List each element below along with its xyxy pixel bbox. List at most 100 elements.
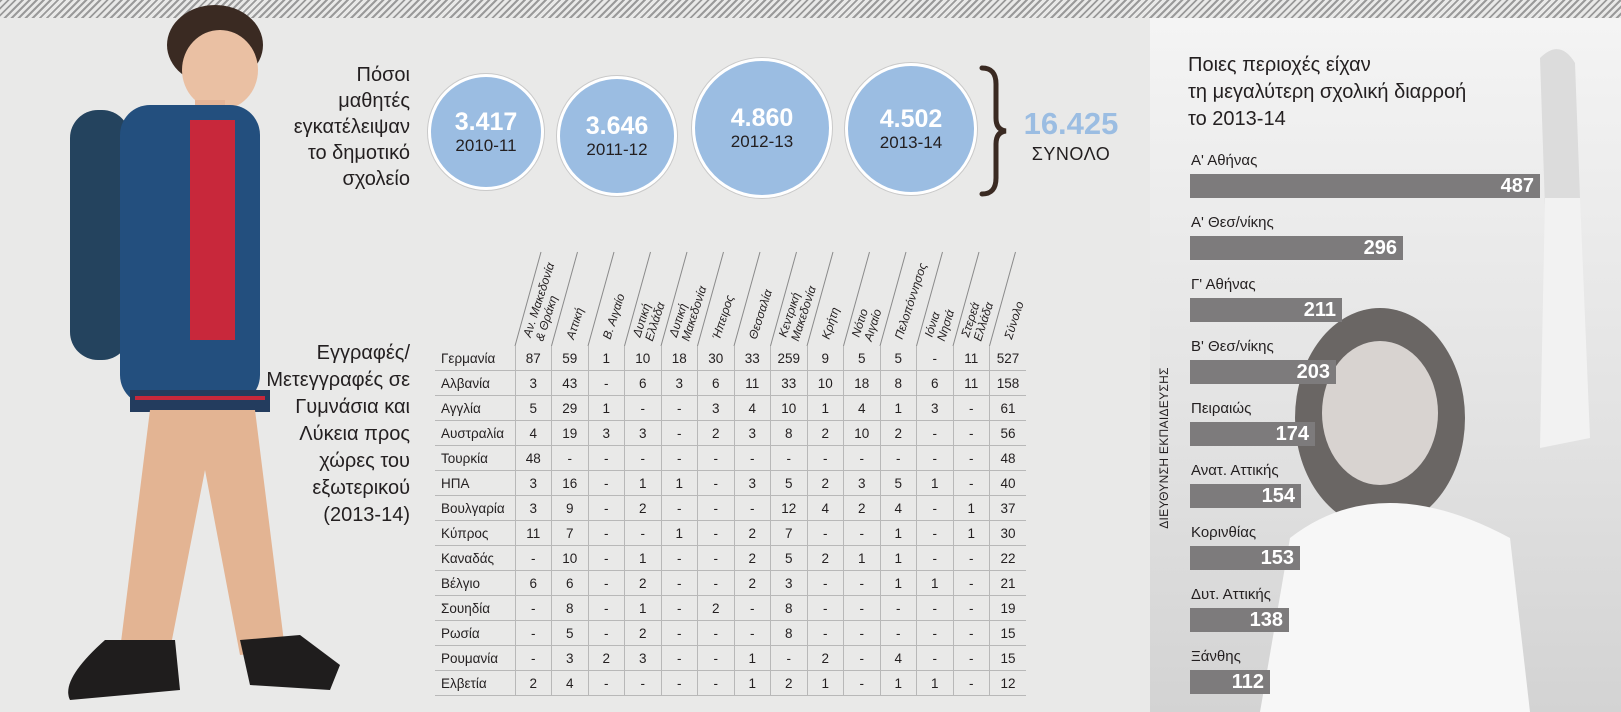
table-value-cell: - xyxy=(551,445,589,471)
regions-title-line: τη μεγαλύτερη σχολική διαρροή xyxy=(1188,81,1467,103)
table-value-cell: 2 xyxy=(588,645,625,671)
table-value-cell: - xyxy=(588,470,625,496)
table-value-cell: - xyxy=(880,620,917,646)
table-value-cell: 1 xyxy=(916,470,954,496)
table-value-cell: 48 xyxy=(989,445,1026,471)
table-value-cell: - xyxy=(953,570,990,596)
table-value-cell: 3 xyxy=(697,395,735,421)
table-value-cell: - xyxy=(953,395,990,421)
table-value-cell: - xyxy=(588,545,625,571)
table-value-cell: 4 xyxy=(734,395,771,421)
table-value-cell: 1 xyxy=(953,495,990,521)
table-value-cell: 1 xyxy=(734,670,771,696)
table-value-cell: 15 xyxy=(989,645,1026,671)
table-value-cell: - xyxy=(953,620,990,646)
table-value-cell: 8 xyxy=(551,595,589,621)
bar-category-label: Κορινθίας xyxy=(1191,524,1257,541)
enrollments-title: Εγγραφές/ Μετεγγραφές σε Γυμνάσια και Λύ… xyxy=(200,340,410,529)
dropout-title-line: σχολείο xyxy=(342,168,410,190)
table-value-cell: 19 xyxy=(989,595,1026,621)
table-row: Σουηδία -8-1-2-8- - - - -19 xyxy=(435,595,1026,621)
table-country-cell: Σουηδία xyxy=(435,595,516,621)
enrollments-title-line: χώρες του xyxy=(319,450,410,472)
column-header-label: ΝότιοΑιγαίο xyxy=(848,303,884,344)
table-value-cell: - xyxy=(916,620,954,646)
table-value-cell: - xyxy=(624,670,662,696)
table-value-cell: 1 xyxy=(916,570,954,596)
table-value-cell: - xyxy=(807,445,844,471)
table-value-cell: 2 xyxy=(807,645,844,671)
table-row: Τουρκία 48- - - - - - - - - - - -48 xyxy=(435,445,1026,471)
column-header-divider xyxy=(514,251,542,347)
table-value-cell: - xyxy=(843,570,881,596)
table-value-cell: - xyxy=(624,395,662,421)
column-header-divider xyxy=(587,251,615,347)
bar xyxy=(1190,360,1336,384)
bar-category-label: Γ' Αθήνας xyxy=(1191,276,1256,293)
table-value-cell: 1 xyxy=(843,545,881,571)
table-value-cell: 6 xyxy=(624,370,662,396)
table-value-cell: - xyxy=(734,620,771,646)
column-header-divider xyxy=(660,251,688,347)
table-country-cell: Καναδάς xyxy=(435,545,516,571)
top-stripe-border xyxy=(0,0,1621,18)
table-value-cell: 30 xyxy=(697,346,735,371)
table-value-cell: 59 xyxy=(551,346,589,371)
table-value-cell: 2 xyxy=(807,545,844,571)
table-value-cell: - xyxy=(588,370,625,396)
table-value-cell: - xyxy=(734,595,771,621)
table-value-cell: 16 xyxy=(551,470,589,496)
column-header-divider xyxy=(989,251,1016,347)
table-value-cell: - xyxy=(515,545,552,571)
table-value-cell: 259 xyxy=(770,346,808,371)
table-value-cell: - xyxy=(661,595,698,621)
bar-value-label: 154 xyxy=(1261,485,1295,507)
dropout-year: 2011-12 xyxy=(586,140,648,159)
dropout-circle-2012-13: 4.860 2012-13 xyxy=(692,58,832,198)
table-value-cell: - xyxy=(843,645,881,671)
table-value-cell: 1 xyxy=(624,470,662,496)
table-value-cell: 1 xyxy=(916,670,954,696)
table-country-cell: Ρουμανία xyxy=(435,645,516,671)
table-value-cell: - xyxy=(661,620,698,646)
table-value-cell: 1 xyxy=(953,520,990,546)
table-value-cell: - xyxy=(697,670,735,696)
table-value-cell: - xyxy=(515,595,552,621)
table-value-cell: - xyxy=(588,495,625,521)
table-country-cell: Βέλγιο xyxy=(435,570,516,596)
bar-value-label: 174 xyxy=(1275,423,1309,445)
table-value-cell: - xyxy=(807,620,844,646)
table-value-cell: 3 xyxy=(515,495,552,521)
bar-value-label: 487 xyxy=(1500,175,1534,197)
table-value-cell: - xyxy=(843,620,881,646)
table-value-cell: 11 xyxy=(734,370,771,396)
table-value-cell: - xyxy=(697,445,735,471)
table-value-cell: - xyxy=(807,595,844,621)
table-value-cell: 1 xyxy=(880,545,917,571)
table-value-cell: 7 xyxy=(770,520,808,546)
table-value-cell: 1 xyxy=(807,395,844,421)
bar-value-label: 296 xyxy=(1363,237,1397,259)
table-value-cell: - xyxy=(953,420,990,446)
table-value-cell: 8 xyxy=(770,420,808,446)
column-header-divider xyxy=(733,251,761,347)
table-value-cell: 11 xyxy=(953,370,990,396)
table-value-cell: - xyxy=(953,670,990,696)
enrollments-title-line: Λύκεια προς xyxy=(299,423,410,445)
bar-category-label: Πειραιώς xyxy=(1191,400,1252,417)
enrollments-table: Γερμανία 87 59 1 10 18 30 33 259 9 5 5-11 527 Αλβανία… xyxy=(435,346,1026,696)
table-value-cell: 2 xyxy=(843,495,881,521)
table-value-cell: 4 xyxy=(551,670,589,696)
table-value-cell: 37 xyxy=(989,495,1026,521)
table-value-cell: 29 xyxy=(551,395,589,421)
table-value-cell: - xyxy=(843,595,881,621)
table-value-cell: 5 xyxy=(770,545,808,571)
table-value-cell: 6 xyxy=(551,570,589,596)
dropout-total-label: ΣΥΝΟΛΟ xyxy=(1031,144,1111,164)
table-country-cell: Ελβετία xyxy=(435,670,516,696)
table-value-cell: 4 xyxy=(843,395,881,421)
table-value-cell: - xyxy=(697,470,735,496)
table-value-cell: - xyxy=(916,346,954,371)
bar xyxy=(1190,608,1289,632)
table-value-cell: 10 xyxy=(770,395,808,421)
